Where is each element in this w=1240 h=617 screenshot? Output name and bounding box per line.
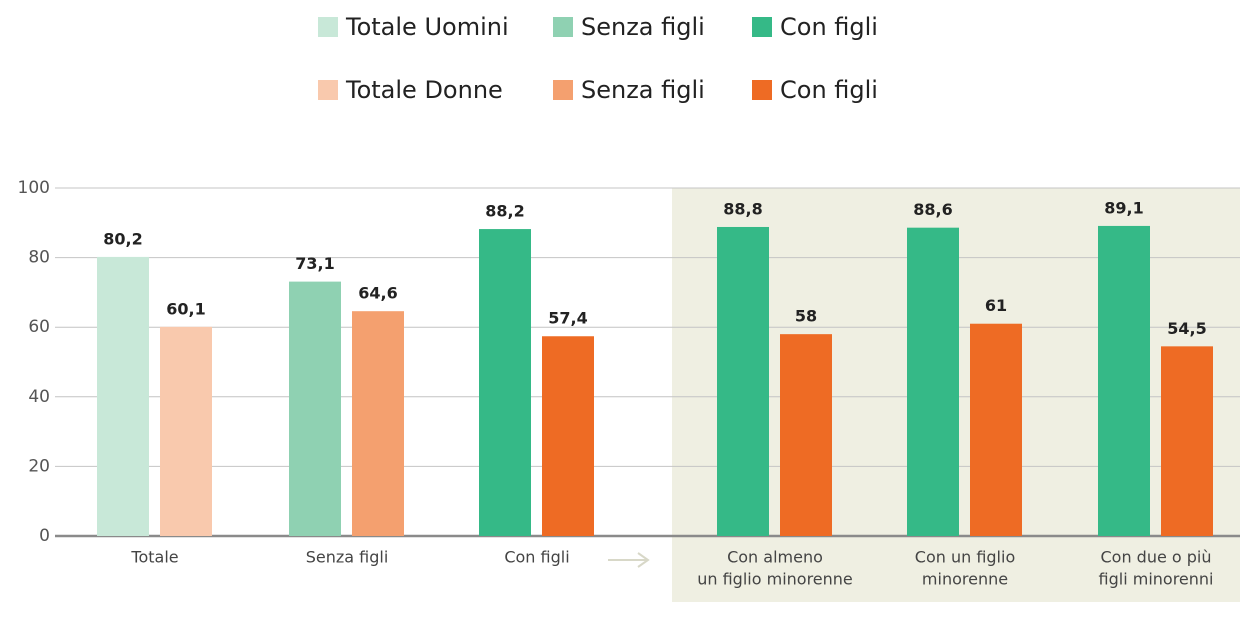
bar — [717, 226, 769, 536]
bar — [1098, 225, 1150, 536]
y-tick-label: 20 — [28, 456, 50, 476]
data-label: 88,8 — [723, 199, 762, 218]
bar — [289, 281, 341, 536]
bar — [352, 311, 404, 536]
x-tick-label: Con almeno — [727, 548, 823, 567]
legend-label: Con figli — [780, 76, 878, 104]
legend-label: Totale Uomini — [345, 13, 509, 41]
y-tick-label: 0 — [39, 526, 50, 546]
legend-label: Senza figli — [581, 76, 705, 104]
bar — [907, 227, 959, 536]
data-label: 60,1 — [166, 299, 205, 318]
legend-swatch — [553, 80, 573, 100]
data-label: 57,4 — [548, 309, 587, 328]
x-tick-label: un figlio minorenne — [697, 570, 853, 589]
arrow — [608, 552, 650, 568]
data-label: 58 — [795, 307, 817, 326]
y-tick-label: 40 — [28, 387, 50, 407]
x-tick-label: figli minorenni — [1099, 570, 1214, 589]
bar — [970, 323, 1022, 536]
legend-swatch — [752, 17, 772, 37]
data-label: 54,5 — [1167, 319, 1206, 338]
data-label: 80,2 — [103, 229, 142, 248]
x-tick-label: Con figli — [504, 548, 569, 567]
legend-swatch — [752, 80, 772, 100]
data-label: 61 — [985, 296, 1007, 315]
legend-swatch — [553, 17, 573, 37]
legend-label: Con figli — [780, 13, 878, 41]
data-label: 89,1 — [1104, 198, 1143, 217]
x-tick-label: Senza figli — [306, 548, 389, 567]
data-label: 88,2 — [485, 202, 524, 221]
bar — [97, 256, 149, 536]
x-tick-label: Con un figlio — [915, 548, 1015, 567]
data-label: 88,6 — [913, 200, 952, 219]
legend-label: Senza figli — [581, 13, 705, 41]
legend-swatch — [318, 80, 338, 100]
legend-swatch — [318, 17, 338, 37]
bar — [160, 326, 212, 536]
x-tick-label: minorenne — [922, 570, 1008, 589]
y-tick-label: 80 — [28, 248, 50, 268]
bar — [780, 334, 832, 536]
data-label: 73,1 — [295, 254, 334, 273]
legend-label: Totale Donne — [345, 76, 503, 104]
x-tick-label: Con due o più — [1100, 548, 1211, 567]
data-label: 64,6 — [358, 284, 397, 303]
x-tick-label: Totale — [130, 548, 178, 567]
bar — [479, 229, 531, 536]
y-tick-label: 60 — [28, 317, 50, 337]
bar — [1161, 346, 1213, 536]
y-tick-label: 100 — [18, 178, 50, 198]
bar — [542, 336, 594, 536]
